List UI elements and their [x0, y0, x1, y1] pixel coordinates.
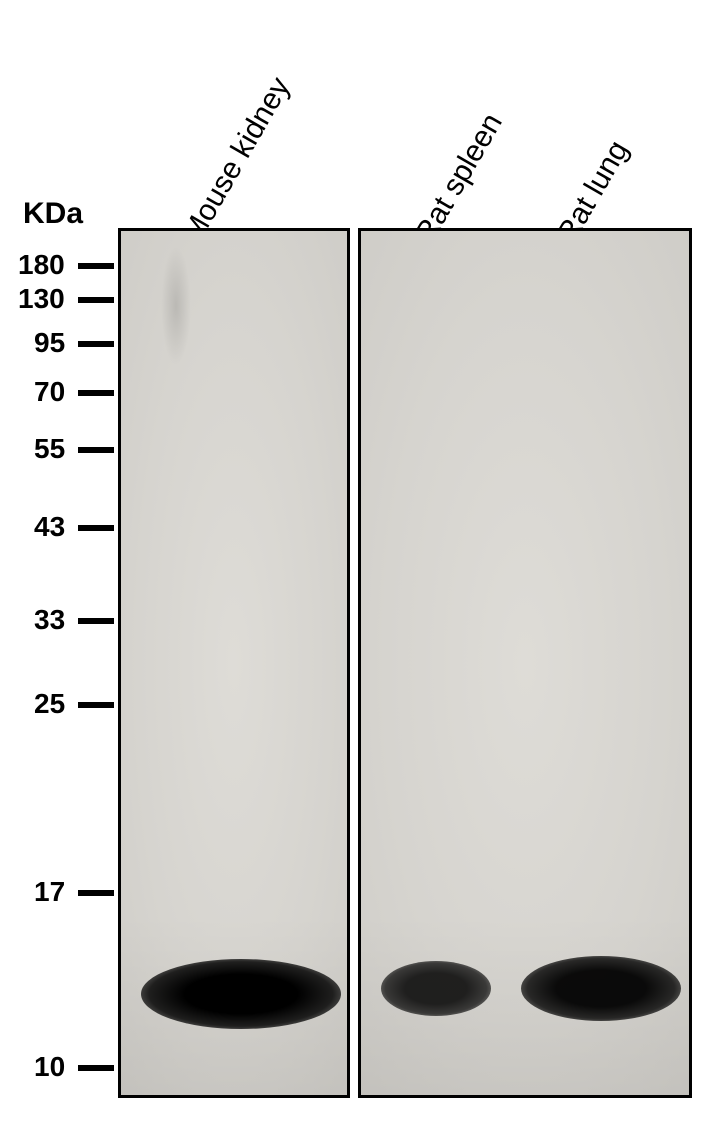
marker-tick: [78, 390, 114, 396]
marker-tick: [78, 341, 114, 347]
blot-smudge: [161, 246, 191, 366]
marker-label: 95: [34, 327, 65, 359]
marker-tick: [78, 1065, 114, 1071]
marker-label: 70: [34, 376, 65, 408]
marker-tick: [78, 263, 114, 269]
marker-tick: [78, 447, 114, 453]
figure-root: KDa 1801309570554333251710 Mouse kidneyR…: [0, 0, 709, 1128]
marker-label: 17: [34, 876, 65, 908]
marker-label: 25: [34, 688, 65, 720]
marker-tick: [78, 702, 114, 708]
marker-label: 33: [34, 604, 65, 636]
marker-label: 55: [34, 433, 65, 465]
marker-tick: [78, 890, 114, 896]
protein-band: [141, 959, 341, 1029]
marker-label: 180: [18, 249, 65, 281]
western-blot-panel-1: [118, 228, 350, 1098]
marker-label: 10: [34, 1051, 65, 1083]
lane-label: Mouse kidney: [176, 72, 298, 249]
y-axis-unit-label: KDa: [23, 197, 83, 231]
marker-tick: [78, 525, 114, 531]
marker-label: 43: [34, 511, 65, 543]
marker-tick: [78, 618, 114, 624]
marker-tick: [78, 297, 114, 303]
western-blot-panel-2: [358, 228, 692, 1098]
marker-label: 130: [18, 283, 65, 315]
protein-band: [521, 956, 681, 1021]
protein-band: [381, 961, 491, 1016]
